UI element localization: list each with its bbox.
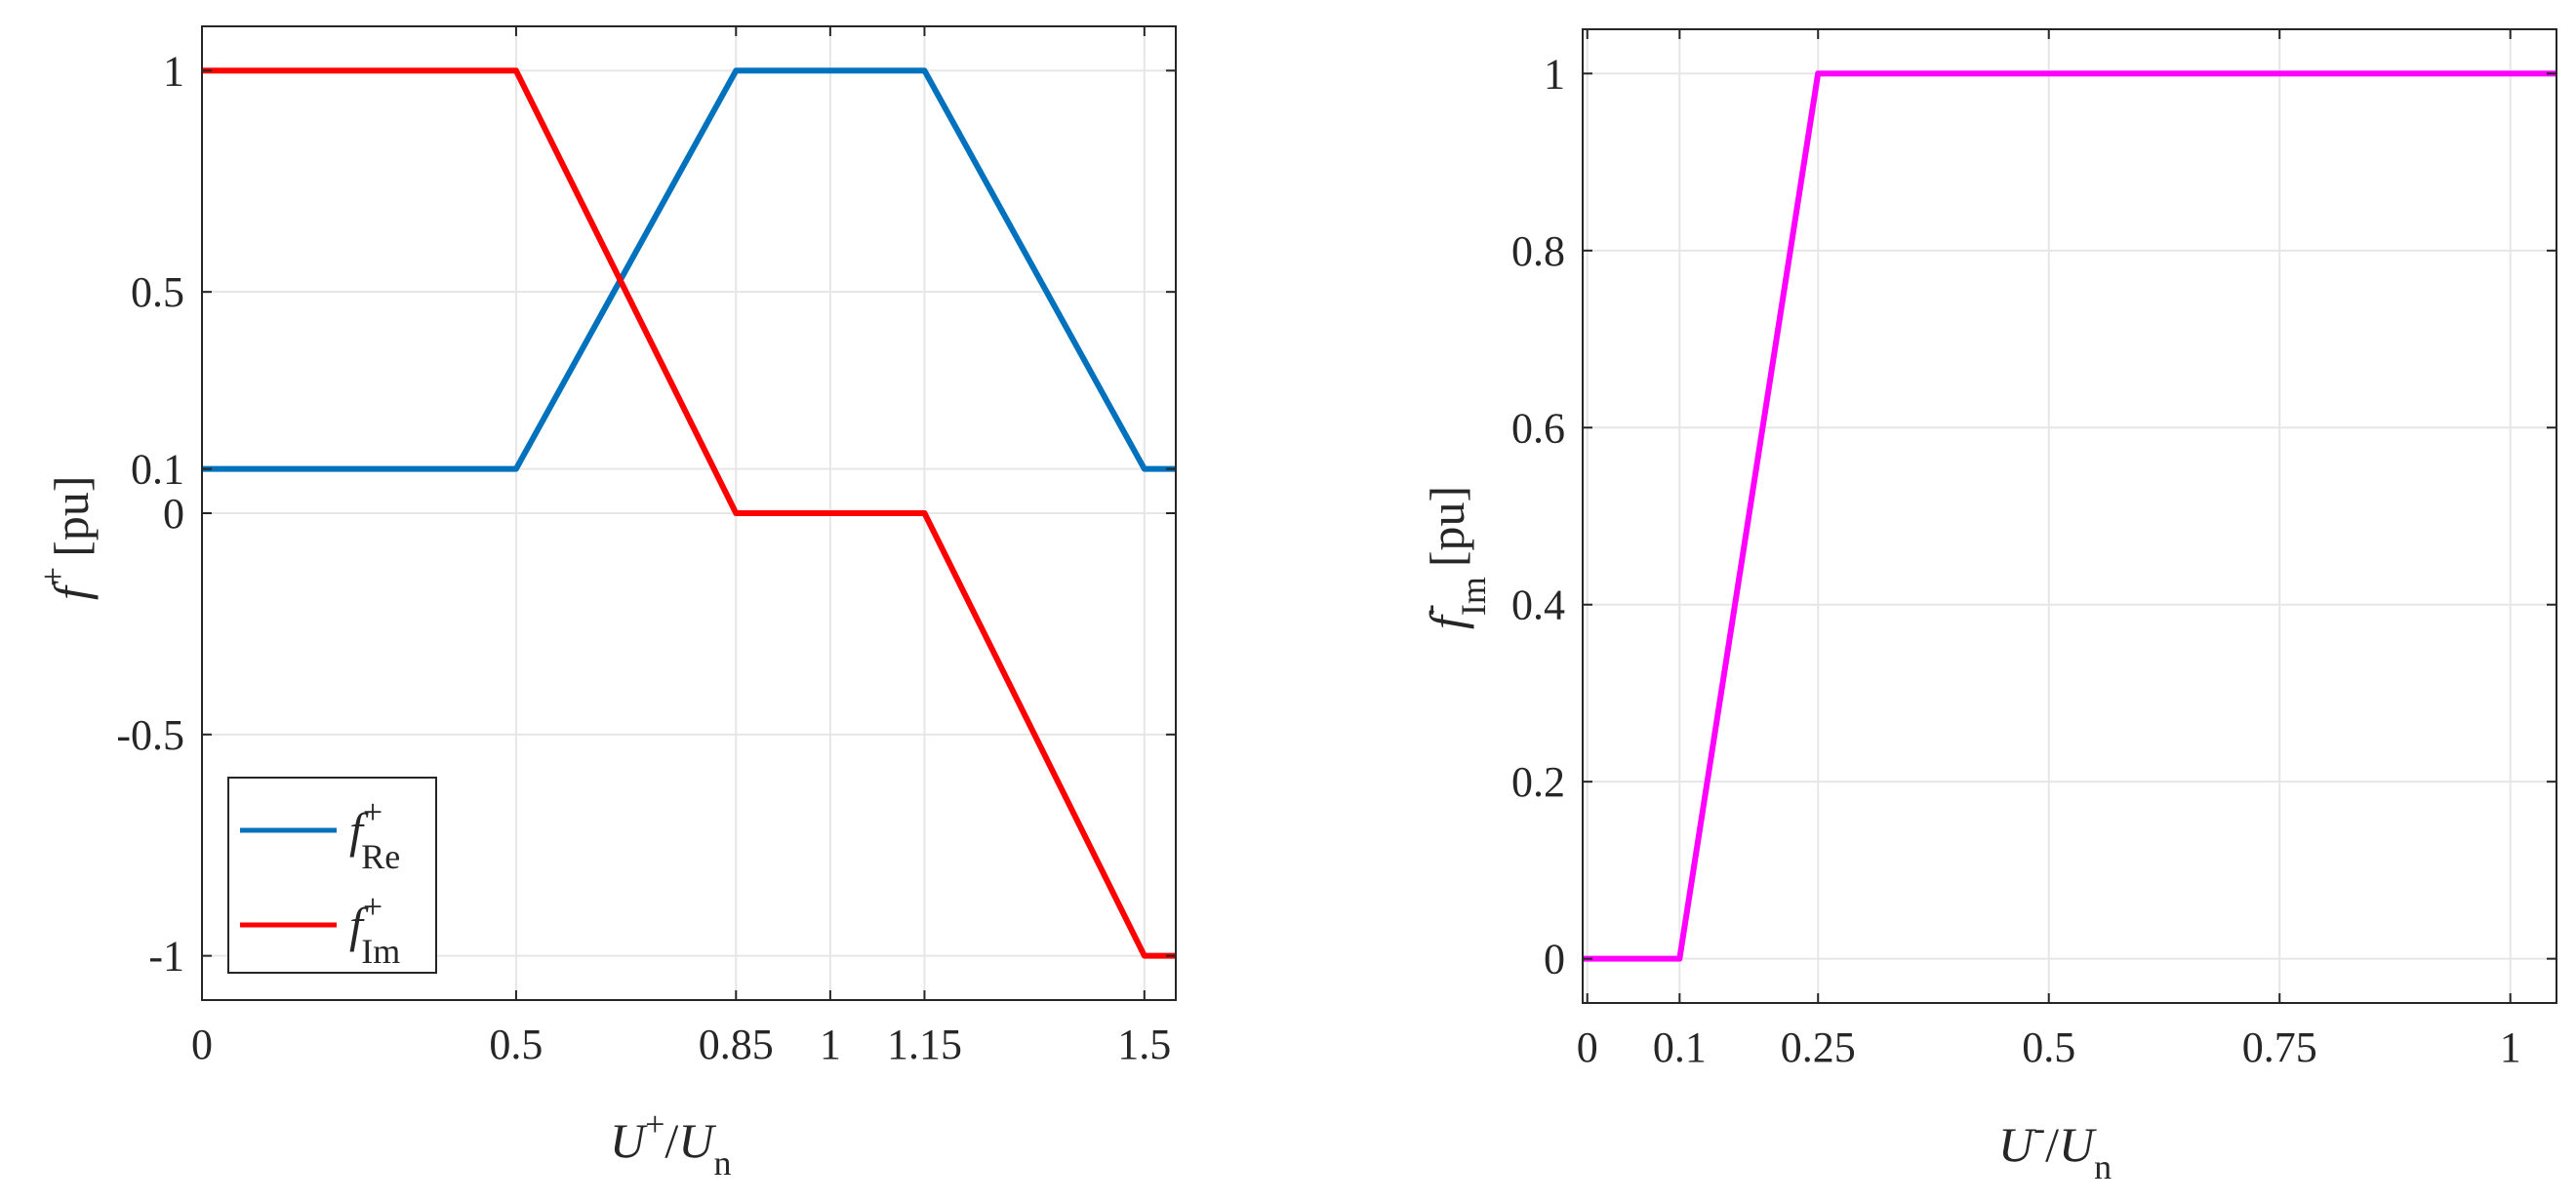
- x-tick-label: 0.75: [2242, 1023, 2317, 1071]
- y-tick-label: 0.1: [131, 446, 184, 494]
- y-tick-label: 0: [163, 490, 184, 538]
- right-y-axis-label: f- Im[pu]: [1409, 486, 1493, 629]
- x-tick-label: 1.15: [887, 1021, 962, 1068]
- series-line-f+Re: [202, 67, 1176, 472]
- right-tick-labels: 0 0.1 0.25 0.5 0.75 1 0 0.2 0.4 0.6 0.8 1: [1511, 29, 2556, 1071]
- y-tick-label: 0.8: [1511, 227, 1565, 275]
- chart-right: 0 0.1 0.25 0.5 0.75 1 0 0.2 0.4 0.6 0.8 1 U-/Un f- I…: [1409, 28, 2557, 1186]
- y-tick-label: 1: [1544, 50, 1565, 98]
- y-tick-label: 0.2: [1511, 758, 1565, 806]
- x-tick-label: 0.5: [2022, 1023, 2075, 1071]
- y-tick-label: 0.6: [1511, 404, 1565, 452]
- right-x-axis-label: U-/Un: [1998, 1108, 2112, 1186]
- y-tick-label: 1: [163, 47, 184, 95]
- series-line-f-Im: [1583, 70, 2556, 962]
- left-legend: f+ Re f+ Im: [227, 777, 437, 974]
- x-tick-label: 1: [820, 1021, 841, 1068]
- left-tick-labels: 0 0.5 0.85 1 1.15 1.5-1-0.500.10.51: [116, 26, 1176, 1068]
- left-y-axis-label: f+[pu]: [33, 475, 99, 600]
- x-tick-label: 0: [191, 1021, 213, 1068]
- x-tick-label: 0: [1577, 1023, 1598, 1071]
- left-x-axis-label: U+/Un: [610, 1104, 731, 1183]
- legend-label-im: f+ Im: [349, 887, 400, 971]
- series-line-f+Im: [202, 67, 1176, 959]
- legend-label-re: f+ Re: [349, 792, 400, 876]
- right-axes-box: [1582, 28, 2557, 1004]
- y-tick-label: 0: [1544, 936, 1565, 983]
- x-tick-label: 0.5: [489, 1021, 543, 1068]
- right-grid: [1583, 29, 2556, 1003]
- x-tick-label: 1: [2500, 1023, 2521, 1071]
- x-tick-label: 0.25: [1781, 1023, 1856, 1071]
- x-tick-label: 0.1: [1653, 1023, 1707, 1071]
- right-series-lines: [1583, 70, 2556, 962]
- y-tick-label: -0.5: [116, 711, 184, 759]
- y-tick-label: -1: [148, 933, 184, 981]
- y-tick-label: 0.5: [131, 268, 184, 316]
- left-series-lines: [202, 67, 1176, 959]
- y-tick-label: 0.4: [1511, 581, 1565, 629]
- x-tick-label: 1.5: [1117, 1021, 1171, 1068]
- legend-box: [227, 777, 437, 974]
- chart-left: 0 0.5 0.85 1 1.15 1.5-1-0.500.10.51 U+/Un f+[…: [33, 25, 1177, 1183]
- x-tick-label: 0.85: [699, 1021, 774, 1068]
